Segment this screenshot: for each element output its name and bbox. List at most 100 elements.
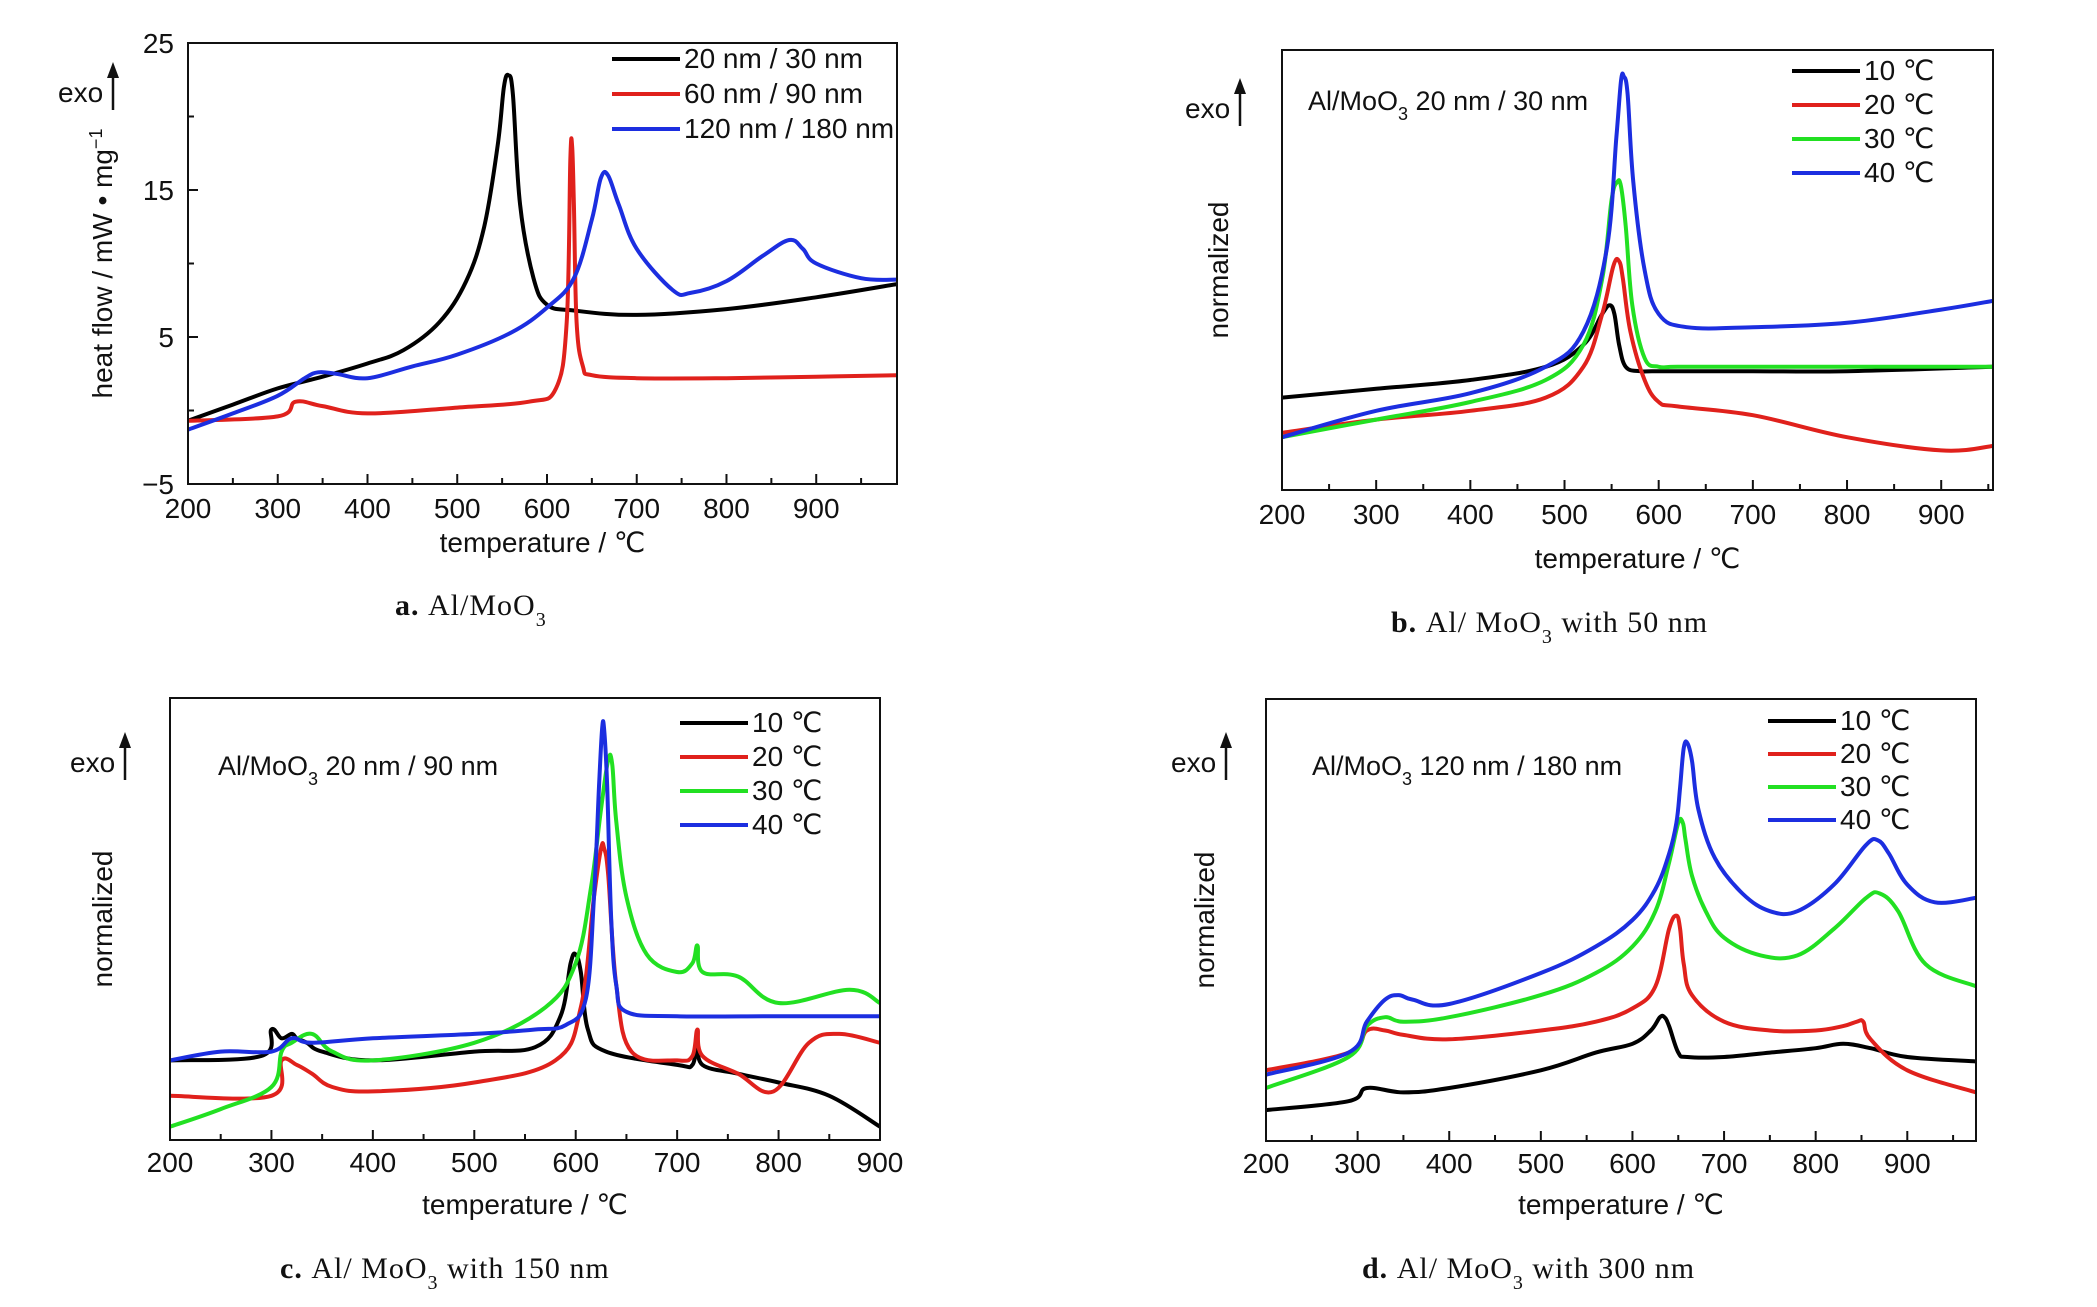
plot-frame — [1265, 698, 1977, 1142]
inset-label-subscript: 3 — [1402, 769, 1412, 789]
series-line-a-1 — [188, 72, 897, 423]
legend-label: 30 ℃ — [752, 775, 822, 806]
exo-arrow-head — [107, 62, 119, 78]
panel-caption: d. Al/ MoO3 with 300 nm — [1362, 1252, 1695, 1294]
caption-text: Al/MoO — [428, 589, 536, 622]
panel-caption: b. Al/ MoO3 with 50 nm — [1391, 606, 1708, 648]
legend-label: 10 ℃ — [1864, 55, 1934, 86]
legend-label: 40 ℃ — [752, 809, 822, 840]
inset-label-tail: 20 nm / 90 nm — [318, 751, 498, 781]
x-tick-label: 500 — [1541, 499, 1588, 530]
x-tick-label: 400 — [349, 1147, 396, 1178]
x-tick-label: 400 — [1447, 499, 1494, 530]
x-tick-label: 300 — [1334, 1148, 1381, 1179]
inset-label-subscript: 3 — [1398, 104, 1408, 124]
series-line-b-1 — [1282, 303, 1993, 400]
x-tick-label: 700 — [1701, 1148, 1748, 1179]
caption-subscript: 3 — [428, 1272, 439, 1294]
x-tick-label: 200 — [147, 1147, 194, 1178]
legend-label: 60 nm / 90 nm — [684, 78, 863, 109]
y-tick-label: 25 — [143, 28, 174, 59]
x-tick-label: 600 — [552, 1147, 599, 1178]
caption-letter: b. — [1391, 606, 1426, 639]
y-axis-label: normalized — [87, 851, 118, 988]
inset-label-tail: 120 nm / 180 nm — [1412, 751, 1622, 781]
series-line-c-2 — [170, 841, 880, 1101]
x-tick-label: 800 — [703, 493, 750, 524]
exo-label: exo — [1171, 747, 1216, 778]
x-tick-label: 200 — [165, 493, 212, 524]
caption-subscript: 3 — [536, 609, 547, 631]
x-tick-label: 600 — [1635, 499, 1682, 530]
x-tick-label: 200 — [1259, 499, 1306, 530]
caption-tail: with 150 nm — [439, 1252, 610, 1285]
y-tick-label: 15 — [143, 175, 174, 206]
series-line-d-2 — [1266, 913, 1976, 1095]
x-tick-label: 500 — [434, 493, 481, 524]
caption-letter: a. — [395, 589, 428, 622]
x-tick-label: 900 — [1884, 1148, 1931, 1179]
exo-label: exo — [58, 77, 103, 108]
exo-arrow-head — [119, 732, 131, 748]
x-tick-label: 800 — [755, 1147, 802, 1178]
x-tick-label: 700 — [654, 1147, 701, 1178]
inset-label: Al/MoO3 20 nm / 30 nm — [1308, 86, 1588, 124]
x-tick-label: 800 — [1792, 1148, 1839, 1179]
legend-label: 20 ℃ — [1864, 89, 1934, 120]
caption-text: Al/ MoO — [1426, 606, 1542, 639]
caption-text: Al/ MoO — [1397, 1252, 1513, 1285]
x-tick-label: 800 — [1824, 499, 1871, 530]
x-tick-label: 600 — [1609, 1148, 1656, 1179]
exo-label: exo — [70, 747, 115, 778]
legend-label: 40 ℃ — [1864, 157, 1934, 188]
series-line-d-3 — [1266, 816, 1976, 1090]
x-tick-label: 700 — [613, 493, 660, 524]
legend-label: 10 ℃ — [752, 707, 822, 738]
legend-label: 40 ℃ — [1840, 804, 1910, 835]
x-tick-label: 300 — [254, 493, 301, 524]
panel-caption: c. Al/ MoO3 with 150 nm — [280, 1252, 610, 1294]
exo-arrow-head — [1220, 732, 1232, 748]
legend-label: 10 ℃ — [1840, 705, 1910, 736]
series-line-b-4 — [1282, 71, 1993, 440]
y-axis-label-superscript: −1 — [86, 129, 106, 150]
x-tick-label: 200 — [1243, 1148, 1290, 1179]
x-tick-label: 400 — [344, 493, 391, 524]
x-axis-label: temperature / ℃ — [422, 1189, 628, 1220]
caption-tail: with 50 nm — [1553, 606, 1708, 639]
caption-subscript: 3 — [1542, 626, 1553, 648]
x-tick-label: 300 — [248, 1147, 295, 1178]
x-tick-label: 900 — [857, 1147, 904, 1178]
series-line-d-4 — [1266, 739, 1976, 1077]
panel-caption: a. Al/MoO3 — [395, 589, 547, 631]
x-axis-label: temperature / ℃ — [440, 527, 646, 558]
legend-label: 20 ℃ — [1840, 738, 1910, 769]
y-axis-label: normalized — [1189, 852, 1220, 989]
series-line-b-3 — [1282, 178, 1993, 440]
legend-label: 20 nm / 30 nm — [684, 43, 863, 74]
series-line-a-2 — [188, 136, 897, 423]
plot-frame — [1281, 49, 1994, 491]
x-axis-label: temperature / ℃ — [1518, 1189, 1724, 1220]
x-tick-label: 900 — [1918, 499, 1965, 530]
x-tick-label: 700 — [1730, 499, 1777, 530]
panel-a: 200 300 400 500 600 700 800 900 −5 5 15 25 temperatu… — [58, 28, 898, 631]
caption-text: Al/ MoO — [311, 1252, 427, 1285]
x-tick-label: 500 — [1517, 1148, 1564, 1179]
series-line-d-1 — [1266, 1013, 1976, 1113]
panel-b: 200 300 400 500 600 700 800 900 temperature / ℃ n… — [1185, 49, 1994, 648]
caption-letter: c. — [280, 1252, 311, 1285]
caption-tail: with 300 nm — [1524, 1252, 1695, 1285]
legend-label: 30 ℃ — [1840, 771, 1910, 802]
x-axis-label: temperature / ℃ — [1535, 543, 1741, 574]
exo-arrow-head — [1234, 78, 1246, 94]
legend-label: 30 ℃ — [1864, 123, 1934, 154]
x-tick-label: 400 — [1426, 1148, 1473, 1179]
y-axis-label: normalized — [1203, 202, 1234, 339]
series-line-b-2 — [1282, 256, 1993, 453]
x-tick-label: 600 — [524, 493, 571, 524]
x-tick-label: 300 — [1353, 499, 1400, 530]
y-axis-label: heat flow / mW • mg−1 — [86, 129, 118, 399]
legend-label: 120 nm / 180 nm — [684, 113, 894, 144]
